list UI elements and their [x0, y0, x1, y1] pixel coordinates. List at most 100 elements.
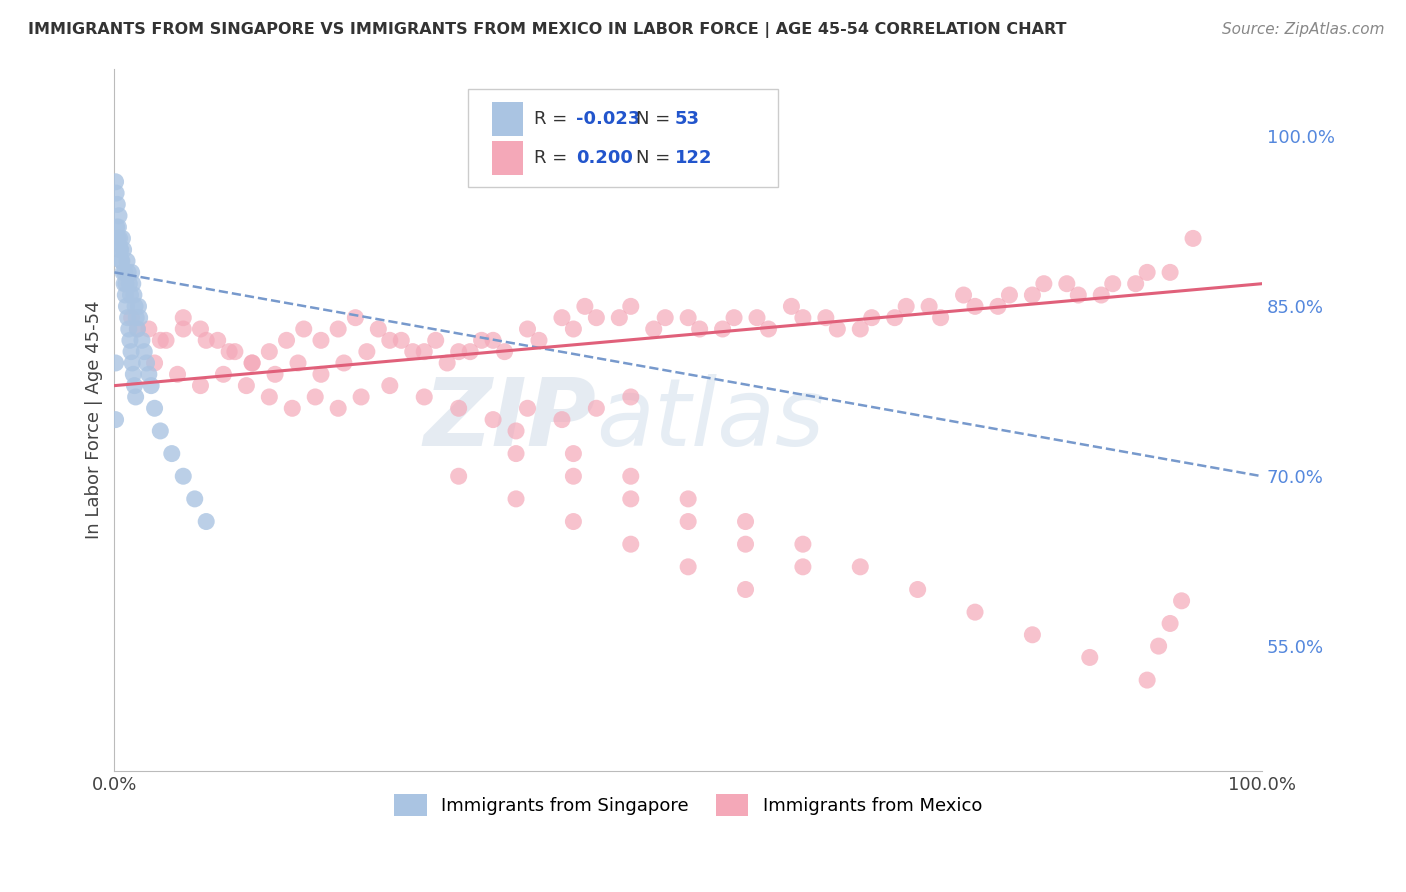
Point — [505, 447, 527, 461]
Point — [918, 299, 941, 313]
Point — [963, 299, 986, 313]
Point — [105, 186, 128, 200]
Point — [118, 277, 141, 291]
Point — [114, 288, 136, 302]
Point — [447, 401, 470, 416]
Point — [436, 356, 458, 370]
Point — [149, 334, 172, 348]
Point — [734, 537, 756, 551]
Point — [607, 310, 630, 325]
Point — [207, 334, 229, 348]
Point — [402, 344, 425, 359]
Point — [378, 334, 401, 348]
Point — [907, 582, 929, 597]
Point — [998, 288, 1021, 302]
Point — [482, 412, 505, 426]
Point — [328, 401, 350, 416]
Point — [143, 356, 166, 370]
Point — [118, 322, 141, 336]
Point — [240, 356, 263, 370]
Point — [160, 447, 183, 461]
Point — [108, 243, 131, 257]
Point — [235, 378, 257, 392]
Point — [111, 265, 134, 279]
Point — [447, 469, 470, 483]
Point — [711, 322, 734, 336]
Point — [505, 491, 527, 506]
Point — [1032, 277, 1054, 291]
Point — [218, 344, 240, 359]
Point — [1021, 288, 1043, 302]
Point — [654, 310, 676, 325]
Point — [378, 378, 401, 392]
Text: N =: N = — [636, 110, 675, 128]
Point — [1159, 616, 1181, 631]
Text: R =: R = — [534, 110, 574, 128]
Point — [115, 277, 138, 291]
Point — [734, 582, 756, 597]
Point — [458, 344, 481, 359]
Point — [124, 390, 146, 404]
Point — [849, 322, 872, 336]
Point — [814, 310, 837, 325]
Point — [115, 254, 138, 268]
Point — [110, 243, 132, 257]
Point — [138, 368, 160, 382]
Point — [676, 491, 699, 506]
Point — [138, 322, 160, 336]
Point — [118, 334, 141, 348]
Point — [527, 334, 550, 348]
Text: 122: 122 — [675, 149, 713, 167]
Point — [190, 322, 212, 336]
Point — [389, 334, 412, 348]
Point — [643, 322, 665, 336]
Point — [792, 537, 814, 551]
Point — [780, 299, 803, 313]
Point — [344, 310, 367, 325]
Point — [309, 334, 332, 348]
Point — [195, 515, 218, 529]
Point — [350, 390, 373, 404]
Point — [827, 322, 849, 336]
Point — [413, 344, 436, 359]
Point — [585, 401, 607, 416]
Point — [676, 515, 699, 529]
Text: R =: R = — [534, 149, 574, 167]
Point — [676, 310, 699, 325]
Point — [240, 356, 263, 370]
Point — [505, 424, 527, 438]
Point — [723, 310, 745, 325]
Point — [114, 265, 136, 279]
Point — [281, 401, 304, 416]
Point — [104, 356, 127, 370]
Text: atlas: atlas — [596, 374, 824, 465]
Point — [562, 469, 585, 483]
Point — [172, 322, 194, 336]
Point — [447, 344, 470, 359]
Point — [292, 322, 315, 336]
Point — [987, 299, 1010, 313]
Point — [620, 299, 643, 313]
Point — [734, 515, 756, 529]
Point — [963, 605, 986, 619]
Point — [117, 310, 139, 325]
Point — [107, 220, 129, 235]
Text: IMMIGRANTS FROM SINGAPORE VS IMMIGRANTS FROM MEXICO IN LABOR FORCE | AGE 45-54 C: IMMIGRANTS FROM SINGAPORE VS IMMIGRANTS … — [28, 22, 1067, 38]
Point — [620, 491, 643, 506]
Point — [413, 390, 436, 404]
Legend: Immigrants from Singapore, Immigrants from Mexico: Immigrants from Singapore, Immigrants fr… — [385, 785, 991, 825]
Point — [172, 310, 194, 325]
Point — [482, 334, 505, 348]
Point — [304, 390, 326, 404]
Point — [516, 401, 538, 416]
Point — [104, 412, 127, 426]
Point — [792, 310, 814, 325]
Point — [121, 310, 143, 325]
Point — [1136, 673, 1159, 687]
Point — [124, 378, 146, 392]
Point — [135, 356, 157, 370]
Point — [1056, 277, 1078, 291]
Point — [367, 322, 389, 336]
Point — [224, 344, 246, 359]
Point — [585, 310, 607, 325]
